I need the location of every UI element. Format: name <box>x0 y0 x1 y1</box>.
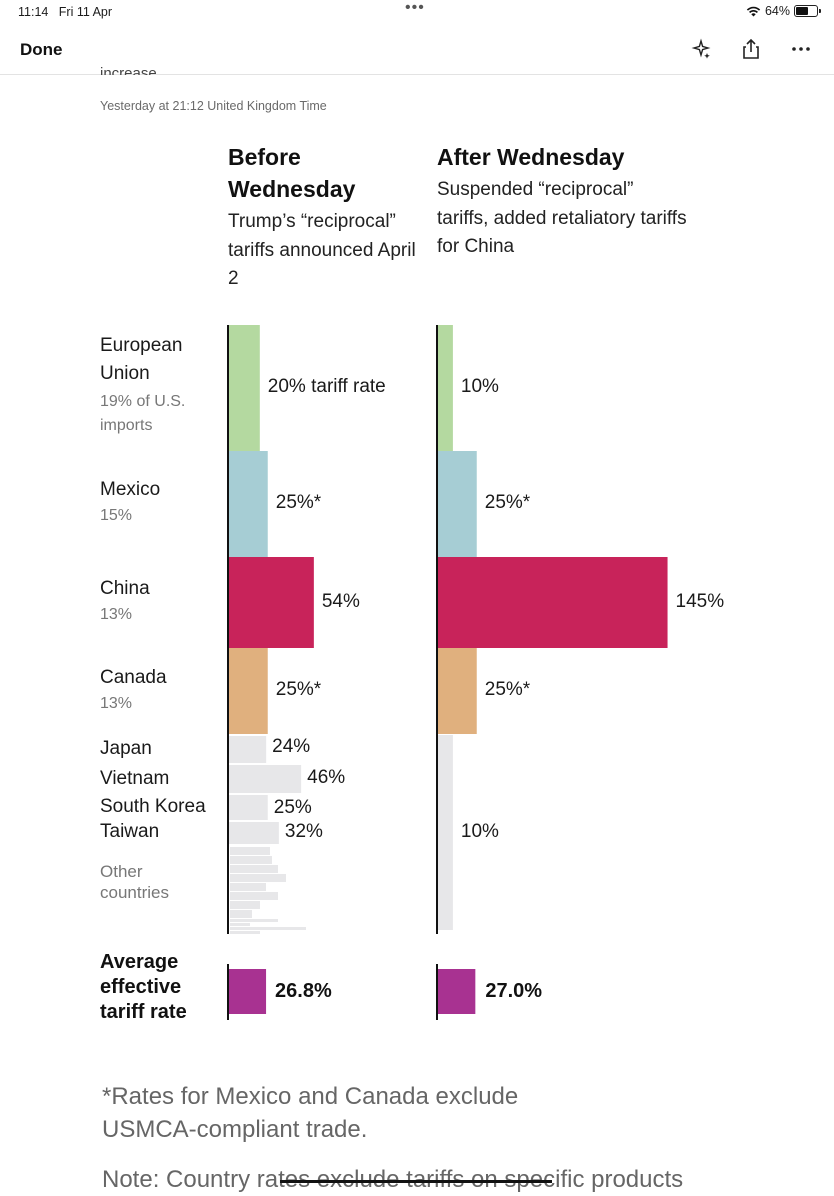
bar-label-vietnam-before: 46% <box>307 767 346 788</box>
bar-label-south-korea-before: 25% <box>273 797 312 818</box>
panel-before-header: Before Wednesday Trump’s “reciprocal” ta… <box>228 141 428 294</box>
strikethrough-line <box>280 1180 552 1183</box>
bar-label-eu-before: 20% tariff rate <box>267 376 386 397</box>
bar-other-country <box>230 901 260 909</box>
row-name: Canada <box>100 667 167 688</box>
more-icon[interactable] <box>790 38 812 60</box>
panel-after-header: After Wednesday Suspended “reciprocal” t… <box>437 141 687 262</box>
battery-fill <box>796 7 809 15</box>
done-button[interactable]: Done <box>20 40 63 59</box>
status-right: 64% <box>746 4 821 18</box>
row-label-taiwan: Taiwan <box>100 821 160 842</box>
bar-china-after <box>437 557 668 648</box>
bar-other-country <box>230 856 272 864</box>
row-label-vietnam: Vietnam <box>100 768 170 789</box>
bar-other-country <box>230 865 278 873</box>
row-share: 13% <box>100 606 133 623</box>
article-cut-text: increase. <box>100 65 161 75</box>
reader-toolbar: Done <box>0 24 834 75</box>
bar-label-eu-after: 10% <box>460 376 499 397</box>
bar-china-before <box>228 557 314 648</box>
footnote: *Rates for Mexico and Canada exclude USM… <box>102 1083 519 1143</box>
bar-canada-after <box>437 648 477 734</box>
status-time: 11:14 Fri 11 Apr <box>18 5 113 19</box>
bar-other-country <box>230 923 250 926</box>
bar-japan-before <box>228 736 267 763</box>
article-timestamp: Yesterday at 21:12 United Kingdom Time <box>100 99 327 113</box>
average-after-value: 27.0% <box>485 980 543 1002</box>
bar-other-country <box>230 892 278 900</box>
bar-label-china-after: 145% <box>675 590 725 612</box>
row-name: European Union <box>100 335 183 384</box>
panel-after-title: After Wednesday <box>437 144 625 170</box>
row-label-japan: Japan <box>100 738 152 759</box>
row-label-mexico: Mexico 15% <box>100 476 160 528</box>
bar-label-taiwan-before: 32% <box>284 821 323 842</box>
bar-mexico-before <box>228 451 268 557</box>
average-rate-label: Average effective tariff rate <box>100 951 187 1023</box>
bar-average-before <box>228 969 267 1014</box>
share-icon[interactable] <box>740 38 762 60</box>
multitasking-dots-icon[interactable]: ••• <box>405 0 425 16</box>
row-label-south-korea: South Korea <box>100 796 206 817</box>
row-label-canada: Canada 13% <box>100 664 167 716</box>
status-bar: 11:14 Fri 11 Apr ••• 64% <box>0 0 834 24</box>
row-label-eu: European Union 19% of U.S. imports <box>100 332 215 438</box>
bar-mexico-after <box>437 451 477 557</box>
bar-label-canada-before: 25%* <box>275 679 322 700</box>
bar-label-japan-before: 24% <box>272 736 311 757</box>
bar-minor-countries-after <box>437 735 453 930</box>
note-text: Note: Country rates exclude tariffs on s… <box>102 1166 684 1193</box>
row-share: 19% of U.S. imports <box>100 393 186 434</box>
battery-percent: 64% <box>764 4 790 18</box>
row-label-other-countries: Other countries <box>100 862 169 902</box>
bar-other-country <box>230 919 278 922</box>
bar-other-country <box>230 931 260 934</box>
row-share: 13% <box>100 695 133 712</box>
bar-other-country <box>230 883 266 891</box>
bar-average-after <box>437 969 476 1014</box>
bar-other-country <box>230 874 286 882</box>
row-share: 15% <box>100 507 133 524</box>
bar-label-china-before: 54% <box>321 590 360 612</box>
row-name: China <box>100 578 150 599</box>
bar-eu-after <box>437 325 453 451</box>
bar-south-korea-before <box>228 795 268 820</box>
panel-before-subtitle: Trump’s “reciprocal” tariffs announced A… <box>228 211 416 289</box>
bar-vietnam-before <box>228 765 302 793</box>
row-name: Mexico <box>100 479 161 500</box>
wifi-icon <box>746 6 761 16</box>
bar-other-country <box>230 927 306 930</box>
battery-icon <box>794 5 821 17</box>
panel-after-subtitle: Suspended “reciprocal” tariffs, added re… <box>437 179 687 257</box>
row-label-china: China 13% <box>100 575 150 627</box>
sparkle-icon[interactable] <box>690 38 712 60</box>
bar-canada-before <box>228 648 268 734</box>
bar-label-mexico-after: 25%* <box>484 492 531 513</box>
bar-label-minor-after: 10% <box>460 821 499 842</box>
status-date: Fri 11 Apr <box>58 5 113 19</box>
average-before-value: 26.8% <box>275 980 332 1002</box>
panel-before-title: Before Wednesday <box>228 144 356 202</box>
bar-label-mexico-before: 25%* <box>275 492 322 513</box>
bar-eu-before <box>228 325 260 451</box>
bar-label-canada-after: 25%* <box>484 679 531 700</box>
bar-other-country <box>230 847 270 855</box>
bar-taiwan-before <box>228 822 279 844</box>
bar-other-country <box>230 910 252 918</box>
